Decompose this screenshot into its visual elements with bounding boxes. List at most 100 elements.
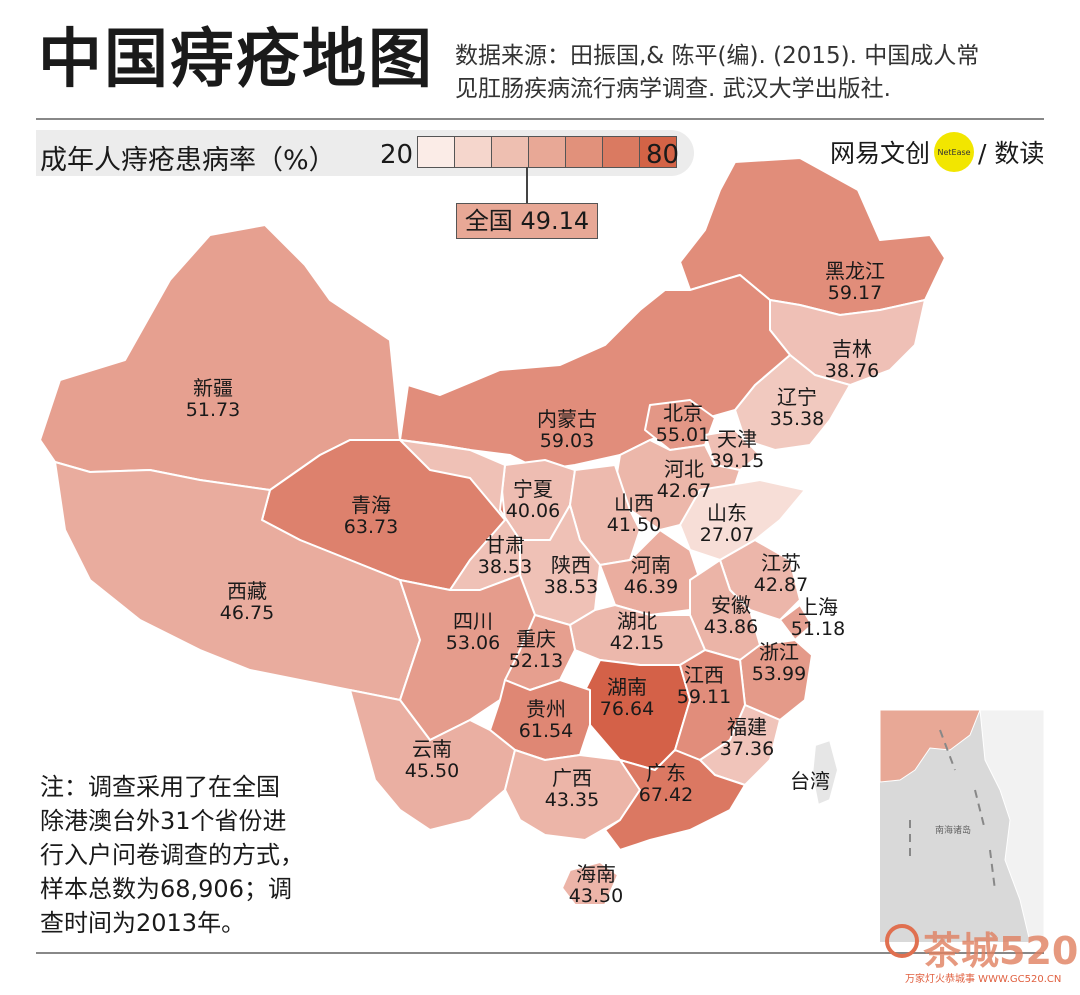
note-line: 查时间为2013年。: [40, 909, 246, 937]
legend-swatch-6: [640, 137, 676, 167]
national-pointer: [526, 167, 528, 203]
province-value: 43.86: [704, 616, 758, 638]
province-name: 江苏: [761, 551, 801, 575]
province-value: 27.07: [700, 524, 754, 546]
legend-max: 80: [646, 140, 680, 170]
province-value: 43.50: [569, 885, 623, 907]
province-name: 湖北: [617, 609, 657, 633]
province-value: 38.76: [825, 360, 879, 382]
province-value: 40.06: [506, 500, 560, 522]
province-name: 辽宁: [777, 385, 817, 409]
province-value: 45.50: [405, 760, 459, 782]
brand-dot-icon: NetEase: [934, 132, 975, 172]
brand-sub: / 数读: [978, 139, 1045, 168]
province-value: 53.99: [752, 663, 806, 685]
legend-swatch-4: [566, 137, 603, 167]
province-shape-taiwan[interactable]: [811, 739, 839, 806]
legend-title: 成年人痔疮患病率（%）: [40, 145, 336, 176]
province-value: 61.54: [519, 720, 573, 742]
brand-name: 网易文创: [830, 139, 931, 168]
province-value: 43.35: [545, 789, 599, 811]
province-value: 38.53: [544, 576, 598, 598]
province-value: 42.67: [657, 480, 711, 502]
province-name: 青海: [351, 493, 391, 517]
source-line-2: 见肛肠疾病流行病学调查. 武汉大学出版社.: [455, 76, 891, 102]
inset-coast: [979, 710, 1044, 942]
national-label: 全国: [464, 207, 513, 235]
watermark-text: 茶城520: [923, 929, 1079, 973]
province-value: 41.50: [607, 514, 661, 536]
province-value: 59.17: [828, 282, 882, 304]
province-value: 51.73: [186, 399, 240, 421]
province-value: 46.75: [220, 602, 274, 624]
legend-swatches: [417, 136, 677, 168]
province-value: 42.87: [754, 574, 808, 596]
province-value: 59.03: [540, 430, 594, 452]
national-average: 全国 49.14: [456, 203, 598, 239]
province-name: 上海: [798, 595, 838, 619]
province-value: 53.06: [446, 632, 500, 654]
province-name: 西藏: [227, 579, 267, 603]
province-name: 吉林: [832, 337, 872, 361]
province-name: 内蒙古: [537, 407, 597, 431]
province-name: 陕西: [551, 553, 591, 577]
inset-label: 南海诸岛: [935, 826, 972, 836]
legend-swatch-0: [418, 137, 455, 167]
province-value: 76.64: [600, 698, 654, 720]
note-line: 行入户问卷调查的方式，: [40, 841, 304, 869]
province-name: 北京: [663, 401, 703, 425]
province-value: 63.73: [344, 516, 398, 538]
legend-swatch-5: [603, 137, 640, 167]
bottom-divider: [36, 952, 1044, 954]
province-value: 39.15: [710, 450, 764, 472]
province-shape-hainan[interactable]: [561, 861, 619, 906]
province-value: 51.18: [791, 618, 845, 640]
province-shape-guangdong[interactable]: [604, 749, 746, 851]
province-name: 云南: [412, 737, 452, 761]
taiwan-label: 台湾: [790, 769, 830, 793]
province-value: 52.13: [509, 650, 563, 672]
province-name: 浙江: [759, 640, 799, 664]
legend-swatch-3: [529, 137, 566, 167]
source-line-1: 数据来源：田振国,& 陈平(编). (2015). 中国成人常: [455, 43, 980, 69]
province-value: 42.15: [610, 632, 664, 654]
legend-min: 20: [380, 140, 414, 170]
province-name: 贵州: [526, 697, 566, 721]
province-name: 江西: [684, 663, 724, 687]
inset-boundary-line: [909, 729, 996, 891]
province-name: 山东: [707, 501, 747, 525]
watermark-logo-icon: [885, 924, 919, 958]
province-name: 四川: [453, 609, 493, 633]
province-name: 新疆: [193, 376, 233, 400]
province-name: 宁夏: [513, 477, 553, 501]
province-name: 河南: [631, 553, 671, 577]
province-name: 广东: [646, 761, 686, 785]
province-shape-shanghai[interactable]: [779, 604, 813, 641]
survey-note: 注：调查采用了在全国 除港澳台外31个省份进 行入户问卷调查的方式， 样本总数为68,…: [40, 770, 340, 940]
legend-swatch-2: [492, 137, 529, 167]
province-name: 海南: [576, 862, 616, 886]
province-value: 59.11: [677, 686, 731, 708]
